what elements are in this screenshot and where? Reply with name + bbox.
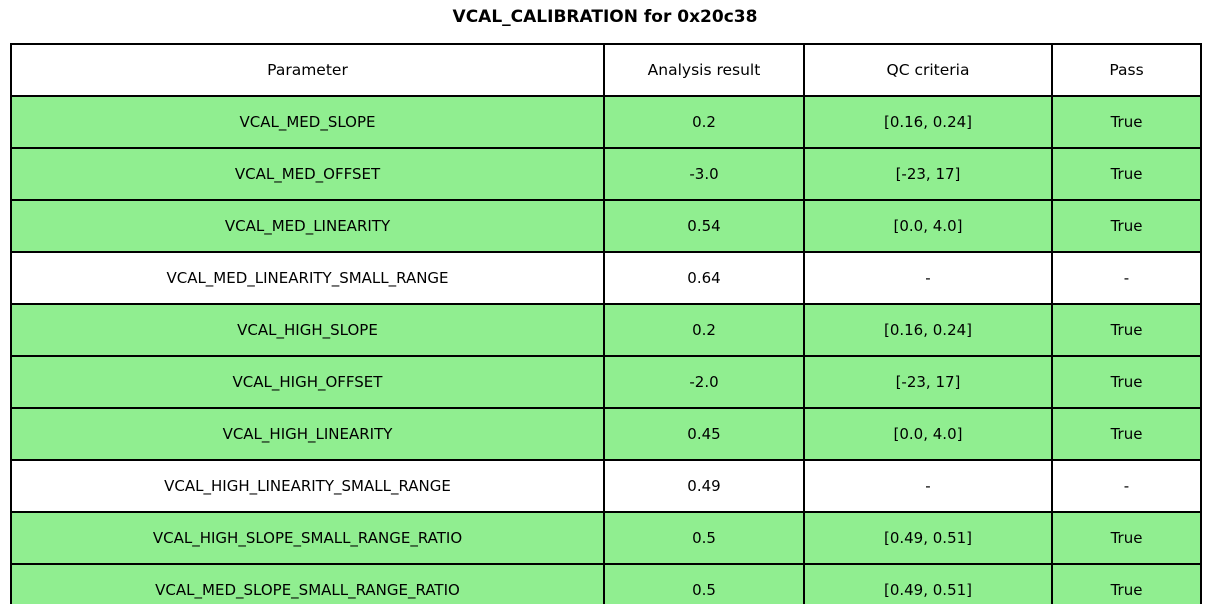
table-row: VCAL_MED_LINEARITY_SMALL_RANGE 0.64 - -	[10, 251, 1202, 305]
analysis-result-cell: 0.45	[603, 407, 805, 461]
table-row: VCAL_HIGH_SLOPE 0.2 [0.16, 0.24] True	[10, 303, 1202, 357]
table-body: VCAL_MED_SLOPE 0.2 [0.16, 0.24] True VCA…	[10, 95, 1202, 604]
analysis-result-cell: 0.2	[603, 303, 805, 357]
qc-results-table: Parameter Analysis result QC criteria Pa…	[10, 43, 1202, 604]
pass-cell: True	[1051, 355, 1202, 409]
parameter-cell: VCAL_HIGH_LINEARITY_SMALL_RANGE	[10, 459, 605, 513]
column-header-parameter: Parameter	[10, 43, 605, 97]
table-row: VCAL_HIGH_SLOPE_SMALL_RANGE_RATIO 0.5 [0…	[10, 511, 1202, 565]
qc-criteria-cell: [-23, 17]	[803, 147, 1053, 201]
analysis-result-cell: 0.49	[603, 459, 805, 513]
column-header-pass: Pass	[1051, 43, 1202, 97]
column-header-qc-criteria: QC criteria	[803, 43, 1053, 97]
parameter-cell: VCAL_HIGH_SLOPE	[10, 303, 605, 357]
pass-cell: -	[1051, 459, 1202, 513]
table-row: VCAL_HIGH_OFFSET -2.0 [-23, 17] True	[10, 355, 1202, 409]
qc-criteria-cell: [0.49, 0.51]	[803, 563, 1053, 604]
parameter-cell: VCAL_MED_LINEARITY	[10, 199, 605, 253]
qc-criteria-cell: [0.0, 4.0]	[803, 407, 1053, 461]
pass-cell: True	[1051, 407, 1202, 461]
qc-criteria-cell: [0.49, 0.51]	[803, 511, 1053, 565]
pass-cell: True	[1051, 303, 1202, 357]
column-header-analysis-result: Analysis result	[603, 43, 805, 97]
qc-criteria-cell: -	[803, 251, 1053, 305]
table-row: VCAL_MED_SLOPE_SMALL_RANGE_RATIO 0.5 [0.…	[10, 563, 1202, 604]
parameter-cell: VCAL_MED_LINEARITY_SMALL_RANGE	[10, 251, 605, 305]
analysis-result-cell: 0.2	[603, 95, 805, 149]
analysis-result-cell: 0.54	[603, 199, 805, 253]
table-row: VCAL_MED_LINEARITY 0.54 [0.0, 4.0] True	[10, 199, 1202, 253]
qc-criteria-cell: -	[803, 459, 1053, 513]
parameter-cell: VCAL_HIGH_SLOPE_SMALL_RANGE_RATIO	[10, 511, 605, 565]
qc-criteria-cell: [-23, 17]	[803, 355, 1053, 409]
pass-cell: True	[1051, 95, 1202, 149]
analysis-result-cell: 0.64	[603, 251, 805, 305]
parameter-cell: VCAL_MED_OFFSET	[10, 147, 605, 201]
table-row: VCAL_MED_OFFSET -3.0 [-23, 17] True	[10, 147, 1202, 201]
header-row: Parameter Analysis result QC criteria Pa…	[10, 43, 1202, 97]
pass-cell: True	[1051, 199, 1202, 253]
analysis-result-cell: 0.5	[603, 563, 805, 604]
parameter-cell: VCAL_MED_SLOPE_SMALL_RANGE_RATIO	[10, 563, 605, 604]
analysis-result-cell: 0.5	[603, 511, 805, 565]
parameter-cell: VCAL_HIGH_LINEARITY	[10, 407, 605, 461]
qc-criteria-cell: [0.0, 4.0]	[803, 199, 1053, 253]
parameter-cell: VCAL_HIGH_OFFSET	[10, 355, 605, 409]
table-row: VCAL_HIGH_LINEARITY_SMALL_RANGE 0.49 - -	[10, 459, 1202, 513]
qc-criteria-cell: [0.16, 0.24]	[803, 95, 1053, 149]
page-title: VCAL_CALIBRATION for 0x20c38	[452, 7, 758, 27]
table-header: Parameter Analysis result QC criteria Pa…	[10, 43, 1202, 97]
pass-cell: True	[1051, 147, 1202, 201]
parameter-cell: VCAL_MED_SLOPE	[10, 95, 605, 149]
pass-cell: True	[1051, 563, 1202, 604]
table-row: VCAL_MED_SLOPE 0.2 [0.16, 0.24] True	[10, 95, 1202, 149]
pass-cell: True	[1051, 511, 1202, 565]
analysis-result-cell: -2.0	[603, 355, 805, 409]
pass-cell: -	[1051, 251, 1202, 305]
analysis-result-cell: -3.0	[603, 147, 805, 201]
table-row: VCAL_HIGH_LINEARITY 0.45 [0.0, 4.0] True	[10, 407, 1202, 461]
qc-criteria-cell: [0.16, 0.24]	[803, 303, 1053, 357]
